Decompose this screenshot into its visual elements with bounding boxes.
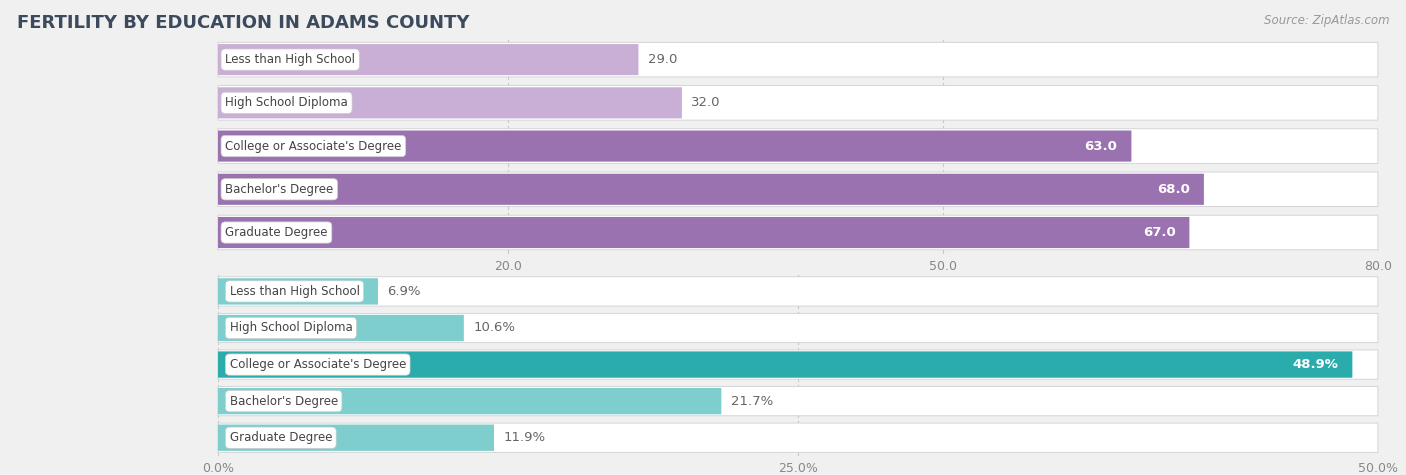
FancyBboxPatch shape: [218, 131, 1132, 162]
Text: College or Associate's Degree: College or Associate's Degree: [229, 358, 406, 371]
FancyBboxPatch shape: [218, 215, 1378, 250]
FancyBboxPatch shape: [218, 44, 638, 75]
FancyBboxPatch shape: [218, 314, 1378, 342]
Text: High School Diploma: High School Diploma: [229, 322, 353, 334]
Text: Bachelor's Degree: Bachelor's Degree: [225, 183, 333, 196]
FancyBboxPatch shape: [218, 42, 1378, 77]
Text: 11.9%: 11.9%: [503, 431, 546, 444]
Text: 10.6%: 10.6%: [472, 322, 515, 334]
FancyBboxPatch shape: [218, 425, 494, 451]
FancyBboxPatch shape: [218, 172, 1378, 207]
Text: College or Associate's Degree: College or Associate's Degree: [225, 140, 402, 152]
Text: 32.0: 32.0: [692, 96, 721, 109]
Text: 68.0: 68.0: [1157, 183, 1189, 196]
Text: 63.0: 63.0: [1084, 140, 1118, 152]
FancyBboxPatch shape: [218, 87, 682, 118]
Text: Source: ZipAtlas.com: Source: ZipAtlas.com: [1264, 14, 1389, 27]
Text: Graduate Degree: Graduate Degree: [225, 226, 328, 239]
FancyBboxPatch shape: [218, 388, 721, 414]
FancyBboxPatch shape: [218, 86, 1378, 120]
FancyBboxPatch shape: [218, 278, 378, 304]
Text: 21.7%: 21.7%: [731, 395, 773, 408]
FancyBboxPatch shape: [218, 350, 1378, 379]
FancyBboxPatch shape: [218, 277, 1378, 306]
FancyBboxPatch shape: [218, 217, 1189, 248]
Text: Graduate Degree: Graduate Degree: [229, 431, 332, 444]
FancyBboxPatch shape: [218, 129, 1378, 163]
Text: High School Diploma: High School Diploma: [225, 96, 347, 109]
Text: Less than High School: Less than High School: [225, 53, 356, 66]
Text: FERTILITY BY EDUCATION IN ADAMS COUNTY: FERTILITY BY EDUCATION IN ADAMS COUNTY: [17, 14, 470, 32]
Text: 6.9%: 6.9%: [387, 285, 420, 298]
FancyBboxPatch shape: [218, 423, 1378, 452]
Text: 67.0: 67.0: [1143, 226, 1175, 239]
Text: 48.9%: 48.9%: [1292, 358, 1339, 371]
Text: Bachelor's Degree: Bachelor's Degree: [229, 395, 337, 408]
FancyBboxPatch shape: [218, 174, 1204, 205]
FancyBboxPatch shape: [218, 387, 1378, 416]
Text: Less than High School: Less than High School: [229, 285, 360, 298]
FancyBboxPatch shape: [218, 352, 1353, 378]
Text: 29.0: 29.0: [648, 53, 678, 66]
FancyBboxPatch shape: [218, 315, 464, 341]
